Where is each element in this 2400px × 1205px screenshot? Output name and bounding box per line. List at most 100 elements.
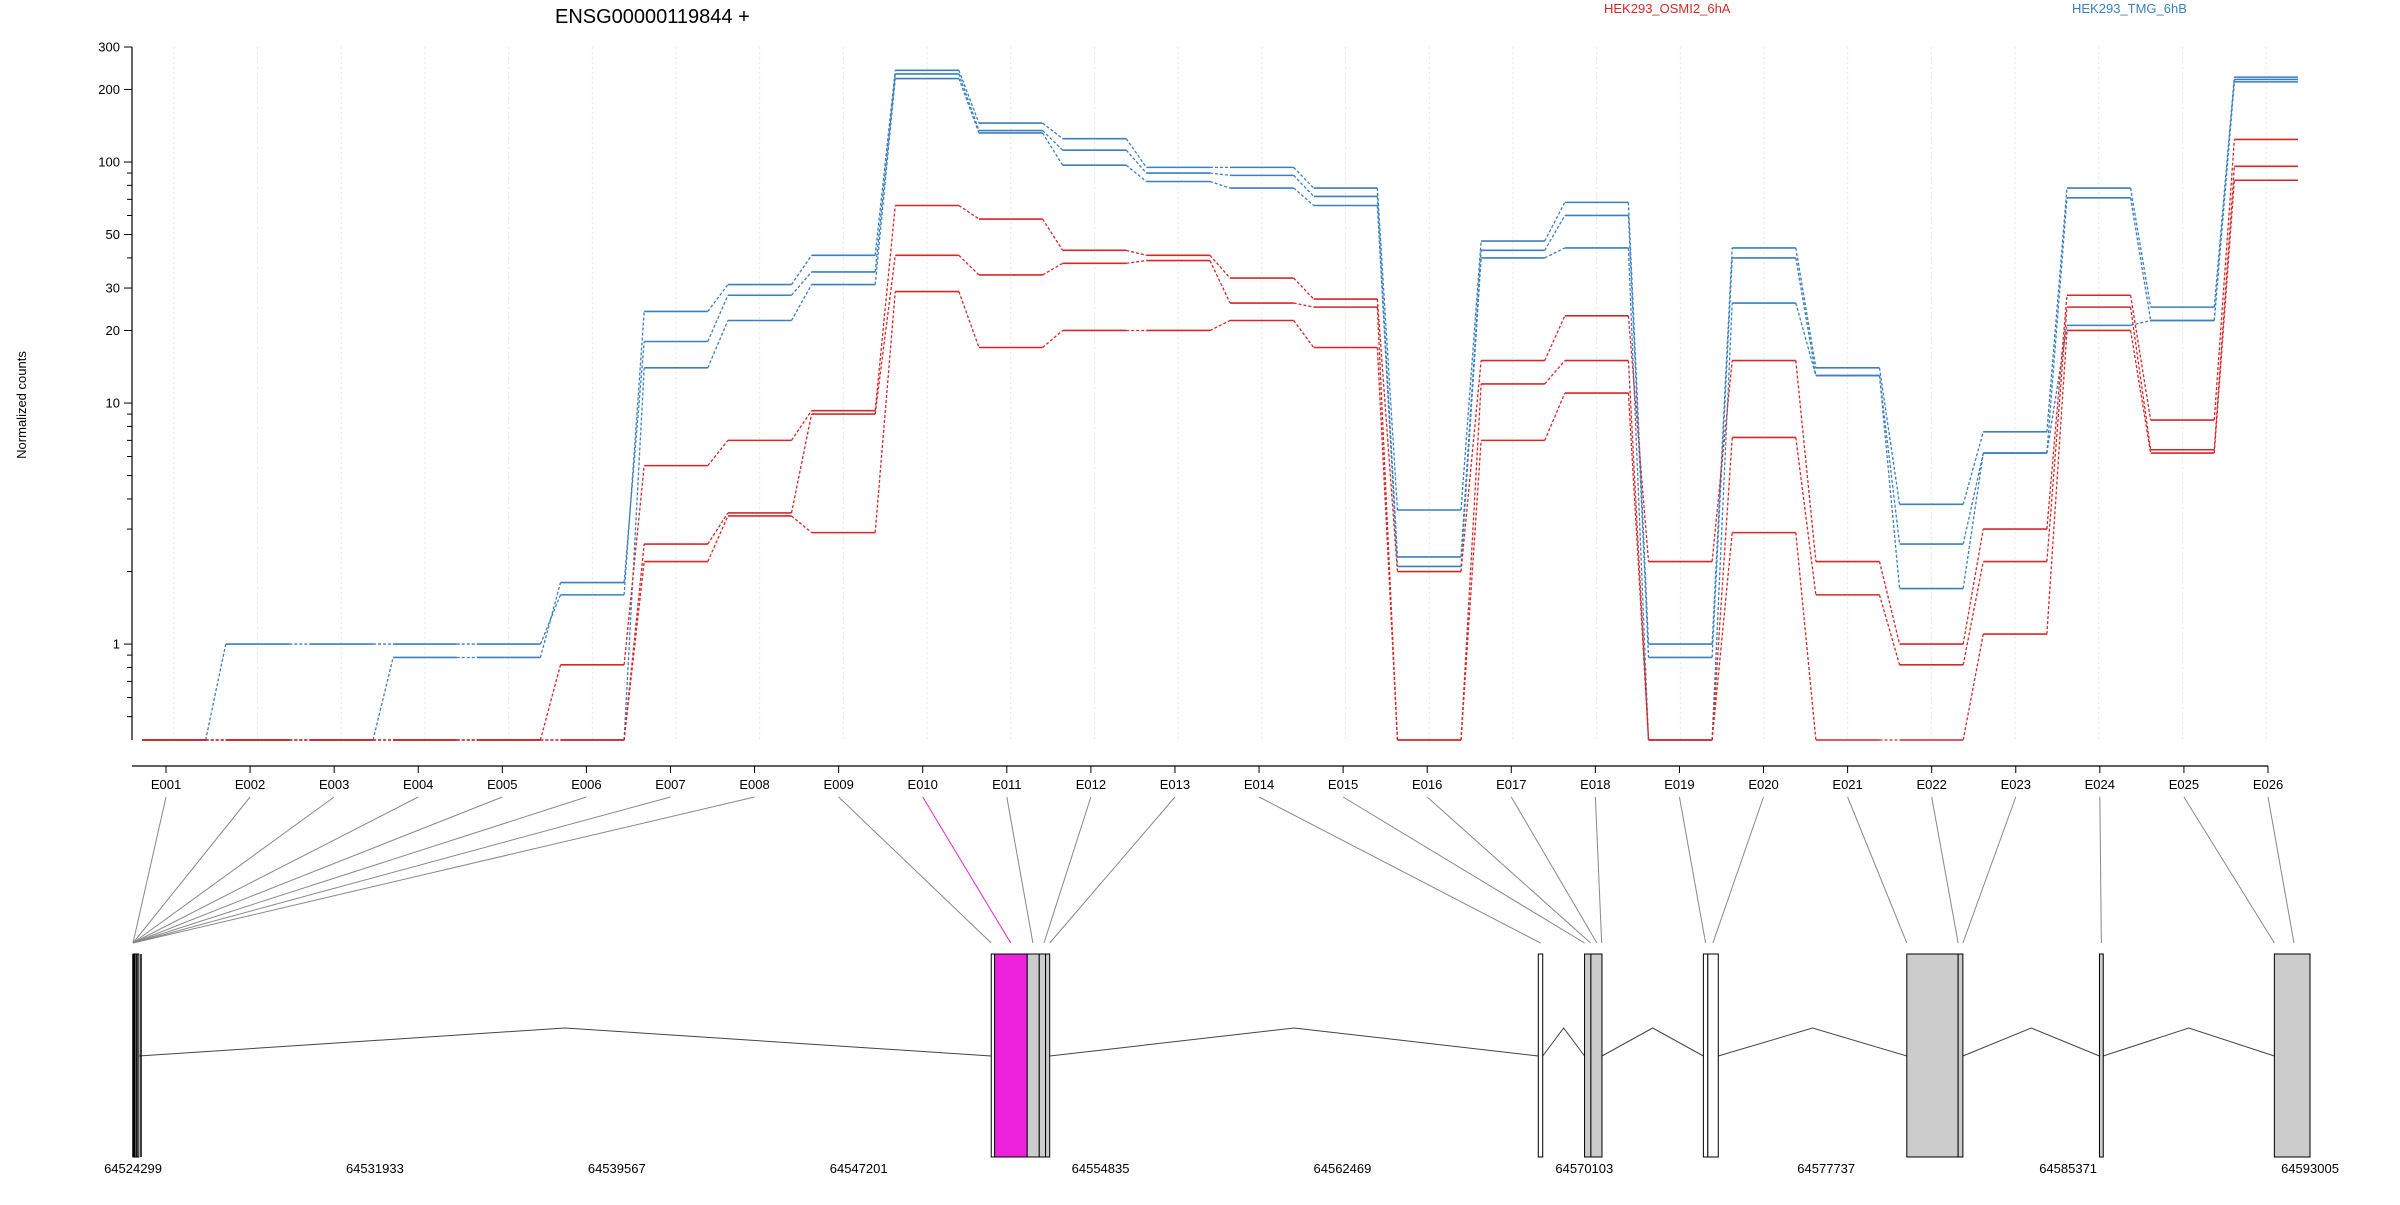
- exon-connector-e007: [132, 796, 671, 944]
- axes-layer: 1 10 20 30 50 100 200 300 E001 E002 E003 E004 E005 E0…: [98, 40, 2283, 793]
- coordinate-label: 64531933: [346, 1161, 404, 1176]
- series-connector: [707, 512, 729, 545]
- series-connector: [1460, 440, 1482, 741]
- series-connector: [2046, 295, 2068, 530]
- coordinate-label: 64524299: [104, 1161, 162, 1176]
- exon-connector-e002: [132, 796, 251, 944]
- exon-box: [2273, 953, 2311, 1158]
- exon-connector-e014: [1258, 796, 1541, 944]
- exon-box: [1038, 953, 1047, 1158]
- exon-connector-e020: [1712, 796, 1764, 944]
- x-tick-label-e002: E002: [235, 777, 265, 792]
- series-connector: [791, 515, 812, 534]
- series-4: [142, 165, 2298, 741]
- series-connector: [874, 70, 896, 256]
- series-connector: [623, 341, 645, 583]
- x-tick-label-e026: E026: [2253, 777, 2283, 792]
- exon-connector-e016: [1426, 796, 1591, 944]
- x-tick-label-e007: E007: [655, 777, 685, 792]
- series-connector: [2046, 307, 2068, 562]
- exon-box: [1707, 953, 1719, 1158]
- legend-entry-osmi2: HEK293_OSMI2_6hA: [1604, 1, 1731, 16]
- series-connector: [1795, 437, 1817, 595]
- exon-box: [1590, 953, 1603, 1158]
- intron-line: [2103, 1027, 2275, 1057]
- series-connector: [2046, 187, 2068, 432]
- series-connector: [874, 255, 896, 415]
- series-connector: [707, 320, 729, 369]
- exon-connector-e008: [132, 796, 755, 944]
- exon-connector-e012: [1043, 796, 1092, 944]
- series-connector: [2129, 187, 2152, 308]
- intron-line: [1049, 1027, 1539, 1057]
- exon-box: [1584, 953, 1592, 1158]
- coordinate-label: 64585371: [2039, 1161, 2097, 1176]
- series-connector: [874, 78, 896, 285]
- series-connector: [1376, 299, 1399, 572]
- connector-layer: [132, 796, 2295, 944]
- intron-line: [1601, 1027, 1704, 1057]
- exon-connector-e025: [2183, 796, 2275, 944]
- x-tick-label-e015: E015: [1328, 777, 1358, 792]
- chart-title: ENSG00000119844 +: [555, 6, 750, 28]
- series-connector: [1209, 172, 1231, 177]
- series-connector: [1878, 561, 1901, 645]
- series-connector: [1293, 166, 1315, 189]
- series-connector: [2129, 330, 2152, 454]
- series-connector: [2213, 180, 2235, 454]
- series-0: [142, 69, 2298, 741]
- series-connector: [1627, 315, 1650, 562]
- series-connector: [874, 73, 896, 272]
- series-connector: [958, 291, 980, 348]
- exon-connector-e026: [2267, 796, 2295, 944]
- series-connector: [707, 284, 729, 312]
- series-connector: [707, 515, 729, 562]
- series-connector: [1711, 257, 1733, 658]
- series-connector: [1544, 392, 1566, 441]
- series-connector: [1711, 360, 1733, 562]
- coordinate-label: 64547201: [830, 1161, 888, 1176]
- series-connector: [1125, 164, 1147, 183]
- series-connector: [1711, 532, 1733, 741]
- x-tick-label-e024: E024: [2085, 777, 2115, 792]
- coordinate-label: 64577737: [1797, 1161, 1855, 1176]
- x-tick-label-e006: E006: [571, 777, 601, 792]
- series-connector: [1962, 561, 1984, 665]
- coordinate-label: 64539567: [588, 1161, 646, 1176]
- series-connector: [790, 413, 813, 514]
- intron-line: [1962, 1027, 2100, 1057]
- series-connector: [1711, 247, 1733, 645]
- series-connector: [1376, 187, 1399, 511]
- series-connector: [1293, 187, 1315, 206]
- coordinate-label: 64554835: [1072, 1161, 1130, 1176]
- series-connector: [1962, 452, 1984, 589]
- series-connector: [1627, 393, 1650, 741]
- y-tick-label: 50: [106, 227, 120, 242]
- exon-box: [1906, 953, 1959, 1158]
- series-connector: [1376, 347, 1399, 741]
- series-connector: [1209, 319, 1231, 332]
- grid-layer: [173, 47, 2267, 740]
- legend-entry-tmg: HEK293_TMG_6hB: [2072, 1, 2187, 16]
- series-connector: [2129, 295, 2152, 421]
- exon-box: [1702, 953, 1709, 1158]
- exon-connector-e010: [922, 796, 1012, 944]
- series-connector: [790, 254, 813, 285]
- x-tick-label-e014: E014: [1244, 777, 1274, 792]
- x-tick-label-e004: E004: [403, 777, 433, 792]
- series-connector: [1125, 138, 1147, 168]
- y-tick-label: 20: [106, 323, 120, 338]
- series-connector: [1795, 257, 1817, 376]
- series-layer: [142, 69, 2298, 741]
- series-5: [142, 179, 2298, 741]
- series-connector: [1627, 360, 1650, 741]
- series-connector: [1795, 247, 1817, 368]
- series-connector: [1042, 262, 1063, 276]
- exon-connector-e003: [132, 796, 335, 944]
- series-connector: [791, 271, 813, 296]
- exon-connector-e024: [2099, 796, 2102, 944]
- series-connector: [1795, 302, 1817, 376]
- series-connector: [874, 205, 896, 411]
- intron-line: [1718, 1027, 1907, 1057]
